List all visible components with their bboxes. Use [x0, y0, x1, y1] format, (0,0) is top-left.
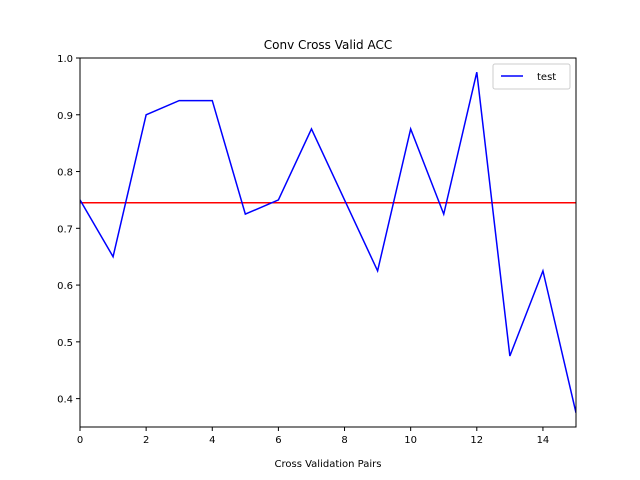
y-tick-label: 0.9: [57, 111, 73, 122]
x-tick-label: 2: [143, 435, 149, 446]
x-tick-label: 6: [275, 435, 281, 446]
axes-frame: [79, 57, 577, 428]
chart-title: Conv Cross Valid ACC: [264, 38, 392, 52]
x-tick-label: 14: [537, 435, 550, 446]
y-tick-label: 0.4: [57, 395, 73, 406]
legend: test: [492, 63, 571, 90]
legend-label: test: [537, 72, 556, 83]
y-tick-label: 1.0: [57, 54, 73, 65]
series-line-test: [80, 72, 576, 413]
x-tick-label: 10: [404, 435, 417, 446]
x-tick-label: 8: [341, 435, 347, 446]
plot-data: [80, 72, 576, 413]
plot-area: 0 2 4 6 8 10 12 14 0.4 0.5 0.6 0.7 0.8 0.9 1.0: [57, 54, 577, 446]
y-tick-label: 0.5: [57, 338, 73, 349]
x-tick-label: 0: [77, 435, 83, 446]
x-tick-label: 4: [209, 435, 215, 446]
x-axis-title: Cross Validation Pairs: [275, 459, 382, 470]
x-tick-label: 12: [470, 435, 483, 446]
y-tick-label: 0.6: [57, 281, 73, 292]
y-tick-label: 0.8: [57, 168, 73, 179]
legend-box: [492, 63, 571, 90]
y-tick-label: 0.7: [57, 224, 73, 235]
